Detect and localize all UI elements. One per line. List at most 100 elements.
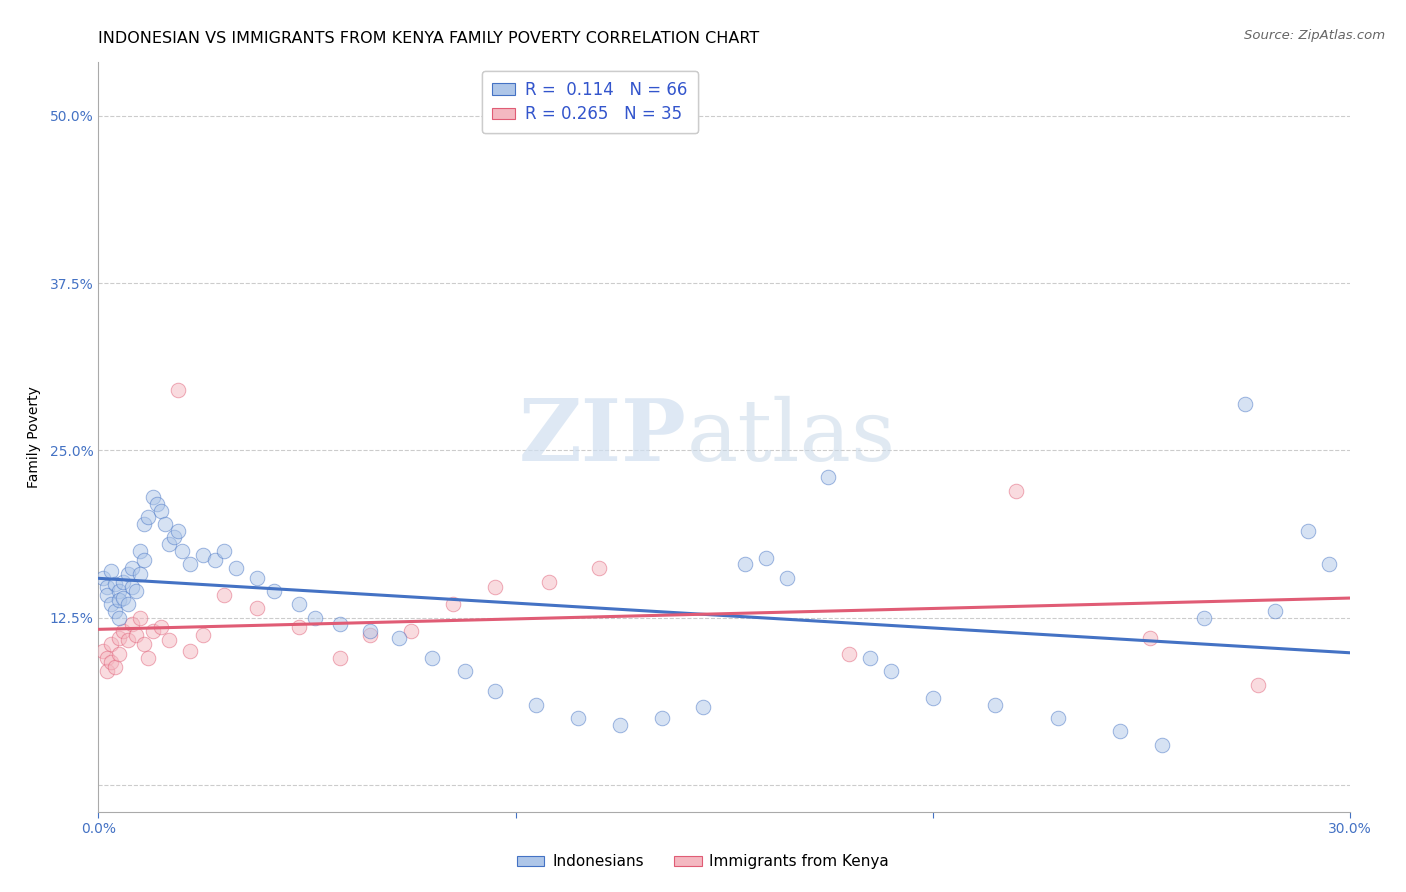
Point: [984, 698, 1007, 712]
Point: [204, 553, 226, 567]
Y-axis label: Family Poverty: Family Poverty: [27, 386, 41, 488]
Point: [96, 651, 118, 665]
Point: [104, 660, 127, 674]
Point: [692, 700, 714, 714]
Point: [129, 611, 152, 625]
Point: [1005, 483, 1028, 498]
Point: [91, 571, 114, 585]
Point: [263, 584, 285, 599]
Point: [129, 544, 152, 558]
Text: ZIP: ZIP: [519, 395, 686, 479]
Point: [96, 580, 118, 594]
Point: [287, 598, 309, 612]
Point: [142, 491, 165, 505]
Point: [1109, 724, 1132, 739]
Point: [104, 604, 127, 618]
Point: [304, 611, 326, 625]
Point: [96, 588, 118, 602]
Point: [526, 698, 548, 712]
Point: [359, 624, 381, 639]
Point: [246, 571, 269, 585]
Point: [1192, 611, 1215, 625]
Point: [117, 566, 139, 581]
Point: [212, 588, 235, 602]
Point: [157, 537, 180, 551]
Text: Source: ZipAtlas.com: Source: ZipAtlas.com: [1244, 29, 1385, 42]
Legend: R =  0.114   N = 66, R = 0.265   N = 35: R = 0.114 N = 66, R = 0.265 N = 35: [482, 70, 697, 134]
Text: INDONESIAN VS IMMIGRANTS FROM KENYA FAMILY POVERTY CORRELATION CHART: INDONESIAN VS IMMIGRANTS FROM KENYA FAMI…: [98, 31, 759, 46]
Point: [838, 647, 860, 661]
Point: [401, 624, 423, 639]
Point: [441, 598, 464, 612]
Point: [191, 628, 214, 642]
Point: [108, 631, 131, 645]
Point: [329, 617, 352, 632]
Point: [1264, 604, 1286, 618]
Point: [112, 574, 135, 589]
Point: [146, 497, 169, 511]
Point: [91, 644, 114, 658]
Point: [755, 550, 778, 565]
Point: [225, 561, 247, 575]
Point: [1247, 678, 1270, 692]
Point: [150, 620, 173, 634]
Point: [880, 664, 903, 679]
Point: [484, 684, 506, 698]
Point: [359, 628, 381, 642]
Point: [138, 651, 160, 665]
Point: [100, 637, 122, 651]
Legend: Indonesians, Immigrants from Kenya: Indonesians, Immigrants from Kenya: [510, 848, 896, 875]
Point: [117, 598, 139, 612]
Point: [609, 717, 631, 731]
Point: [246, 601, 269, 615]
Point: [1046, 711, 1069, 725]
Point: [104, 577, 127, 591]
Point: [420, 651, 443, 665]
Point: [588, 561, 610, 575]
Point: [162, 530, 184, 544]
Point: [100, 564, 122, 578]
Point: [129, 566, 152, 581]
Point: [153, 517, 176, 532]
Point: [125, 628, 148, 642]
Point: [1296, 524, 1319, 538]
Point: [100, 655, 122, 669]
Point: [134, 553, 156, 567]
Point: [567, 711, 589, 725]
Point: [166, 524, 188, 538]
Point: [1234, 396, 1257, 410]
Point: [776, 571, 799, 585]
Point: [454, 664, 477, 679]
Point: [142, 624, 165, 639]
Point: [537, 574, 560, 589]
Point: [651, 711, 673, 725]
Point: [138, 510, 160, 524]
Point: [170, 544, 193, 558]
Point: [859, 651, 882, 665]
Point: [484, 580, 506, 594]
Point: [112, 624, 135, 639]
Point: [121, 617, 143, 632]
Point: [921, 690, 943, 705]
Point: [100, 598, 122, 612]
Point: [212, 544, 235, 558]
Point: [287, 620, 309, 634]
Point: [150, 503, 173, 517]
Point: [108, 647, 131, 661]
Point: [121, 580, 143, 594]
Text: atlas: atlas: [686, 395, 896, 479]
Point: [117, 633, 139, 648]
Point: [329, 651, 352, 665]
Point: [134, 517, 156, 532]
Point: [1317, 557, 1340, 572]
Point: [1150, 738, 1173, 752]
Point: [96, 664, 118, 679]
Point: [734, 557, 756, 572]
Point: [388, 631, 411, 645]
Point: [1139, 631, 1161, 645]
Point: [134, 637, 156, 651]
Point: [121, 561, 143, 575]
Point: [112, 591, 135, 605]
Point: [179, 644, 201, 658]
Point: [108, 593, 131, 607]
